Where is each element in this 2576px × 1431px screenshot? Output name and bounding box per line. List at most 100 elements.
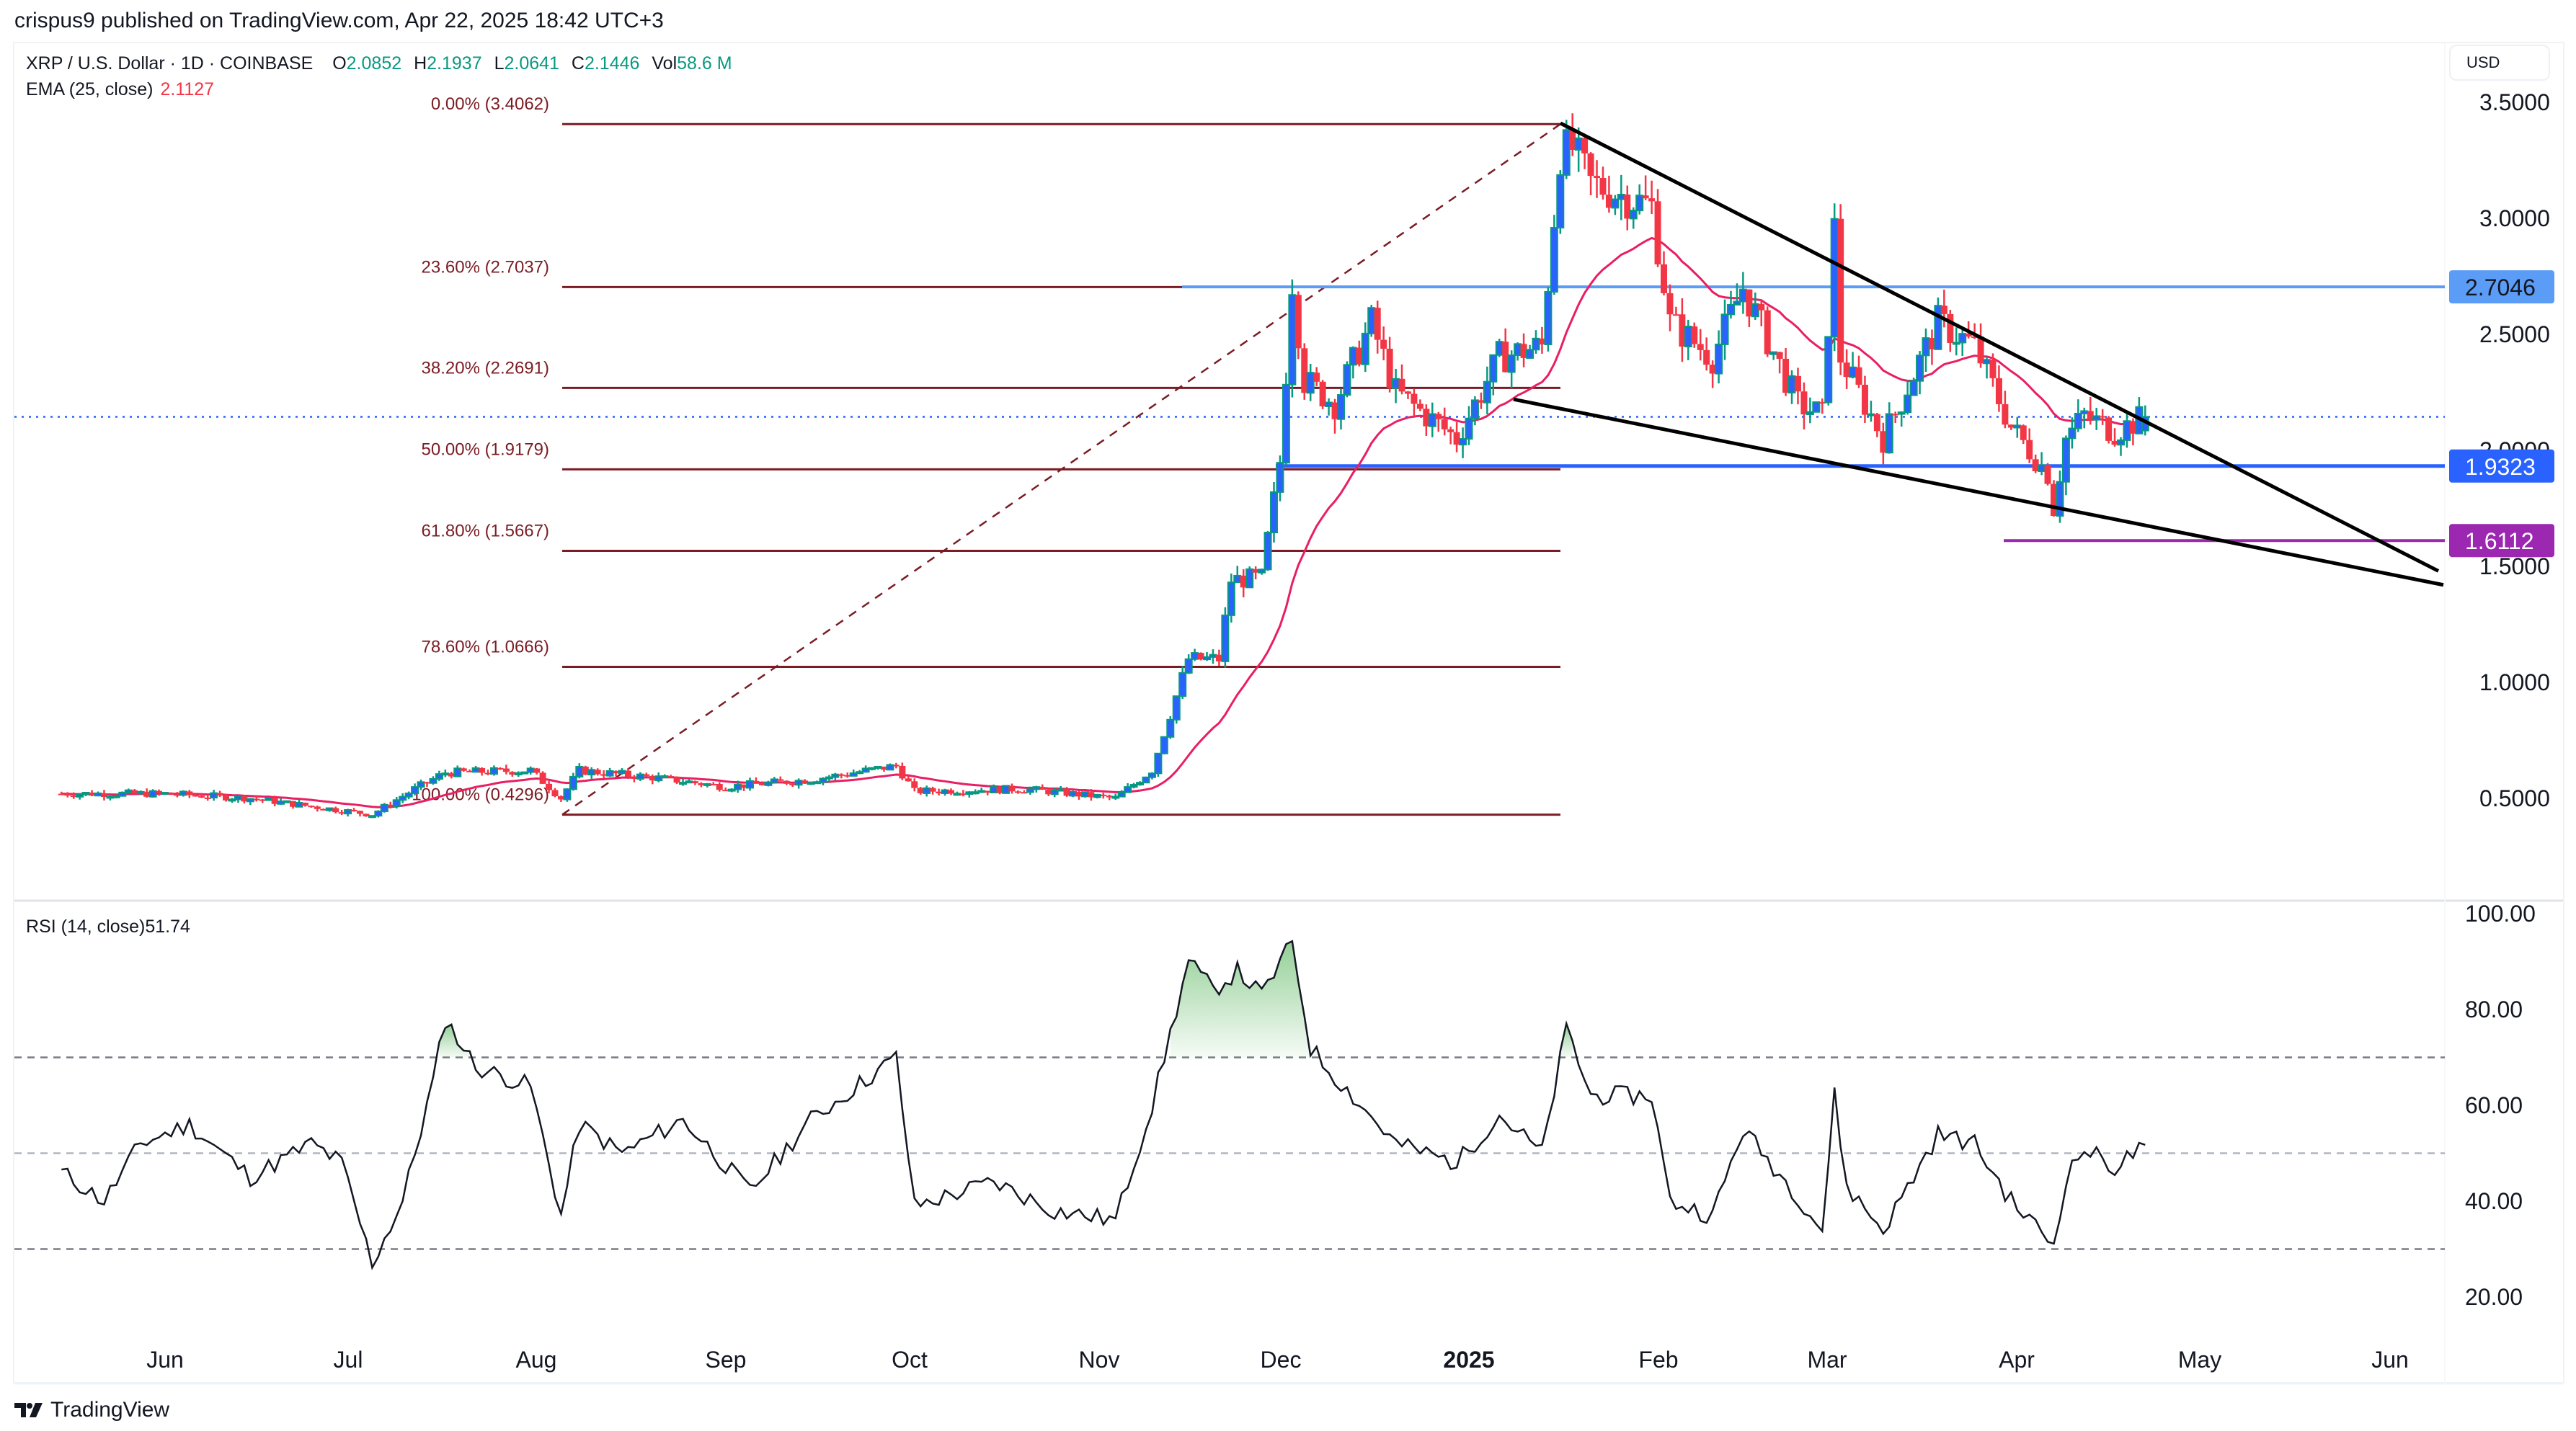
time-tick-label: Oct (892, 1347, 928, 1373)
rsi-tick-label: 20.00 (2465, 1284, 2523, 1310)
candle-body (1014, 791, 1021, 793)
candle-body (489, 767, 498, 775)
candle-body (1263, 532, 1272, 571)
candle-body (716, 784, 723, 790)
candle-body (899, 765, 906, 779)
candle-body (2123, 420, 2131, 441)
candle-body (1069, 791, 1078, 797)
close-value: 2.1446 (584, 53, 640, 73)
candle-body (941, 789, 949, 795)
candle-body (1605, 195, 1612, 208)
time-tick-label: Dec (1261, 1347, 1302, 1373)
candle-body (156, 790, 163, 793)
ema-legend-row[interactable]: EMA (25, close) 2.1127 (26, 76, 732, 102)
candle-body (1411, 393, 1418, 404)
candle-body (1611, 198, 1620, 209)
candle-body (1709, 365, 1716, 374)
candle-body (838, 774, 845, 776)
candle-body (722, 790, 729, 792)
candle-body (1800, 391, 1808, 415)
fib-level-label: 50.00% (1.9179) (422, 440, 549, 459)
candle-body (1057, 788, 1065, 792)
candle-body (131, 790, 138, 794)
fib-level-label: 61.80% (1.5667) (422, 522, 549, 541)
candle-body (1776, 352, 1783, 359)
tradingview-logo[interactable]: TradingView (14, 1398, 169, 1422)
candle-body (587, 769, 596, 776)
candle-body (1301, 348, 1308, 393)
candle-body (1336, 394, 1345, 420)
candle-body (2026, 440, 2033, 460)
candle-body (2068, 427, 2077, 440)
candle-body (234, 795, 242, 801)
ema-label: EMA (25, close) (26, 79, 154, 99)
time-tick-label: Aug (516, 1347, 557, 1373)
candle-body (265, 797, 273, 801)
candle-body (1892, 414, 1899, 416)
time-axis[interactable]: Jun Jul Aug Sep Oct Nov Dec 2025 Feb Mar Apr May Jun (146, 1347, 2409, 1373)
publisher-line: crispus9 published on TradingView.com, A… (14, 9, 664, 32)
candle-body (936, 791, 943, 794)
candle-body (600, 774, 608, 776)
candle-body (1313, 373, 1320, 382)
candle-body (649, 775, 656, 781)
candle-body (1738, 288, 1747, 303)
candle-body (1154, 752, 1163, 775)
fib-retracement[interactable]: 0.00% (3.4062) 23.60% (2.7037) 38.20% (2.2… (412, 94, 1561, 816)
candle-body (404, 793, 413, 798)
candle-body (2020, 425, 2027, 440)
candle-body (216, 793, 223, 795)
candle-body (1824, 336, 1833, 404)
candle-body (148, 790, 157, 798)
volume-label: Vol (652, 53, 678, 73)
candle-body (660, 775, 669, 779)
falling-wedge-trendlines[interactable] (1513, 121, 2444, 587)
candle-body (533, 768, 541, 773)
rsi-tick-label: 80.00 (2465, 997, 2523, 1022)
candle-body (691, 781, 698, 783)
candle-body (1147, 772, 1156, 778)
wedge-lower-trendline (1513, 397, 2444, 587)
currency-selector[interactable]: USD (2449, 45, 2550, 81)
rsi-tick-label: 60.00 (2465, 1092, 2523, 1118)
price-tick-label: 1.5000 (2479, 553, 2550, 579)
candle-body (1726, 303, 1735, 316)
candles (58, 113, 2149, 819)
candle-body (1977, 336, 1984, 364)
fib-level-label: 38.20% (2.2691) (422, 358, 549, 378)
candle-body (1367, 307, 1376, 334)
candle-body (1843, 362, 1850, 378)
candle-body (320, 808, 327, 811)
candle-body (392, 799, 401, 807)
candle-body (551, 790, 559, 797)
candle-body (290, 801, 297, 807)
candle-body (1995, 378, 2002, 404)
candle-body (1008, 785, 1016, 792)
candle-body (1483, 380, 1491, 404)
candle-body (174, 794, 181, 796)
candle-body (374, 811, 383, 817)
candle-body (929, 788, 936, 792)
rsi-legend[interactable]: RSI (14, close)51.74 (26, 917, 190, 937)
candle-body (673, 776, 680, 783)
candle-body (124, 789, 133, 793)
candle-body (1039, 787, 1046, 790)
candle-body (1720, 313, 1729, 345)
ema-line (61, 236, 2146, 808)
candle-body (143, 791, 151, 797)
candle-body (429, 777, 438, 784)
candle-body (453, 767, 462, 777)
candle-body (2032, 459, 2039, 471)
candle-body (1117, 791, 1126, 798)
candle-body (1861, 384, 1868, 415)
candle-body (1093, 793, 1101, 798)
candle-body (1386, 348, 1393, 388)
horizontal-levels[interactable] (14, 285, 2445, 543)
candle-body (1679, 314, 1686, 347)
candle-body (1940, 306, 1947, 314)
rsi-axis[interactable]: 100.00 80.00 60.00 40.00 20.00 (2465, 901, 2536, 1310)
candle-body (118, 791, 127, 797)
candle-body (2038, 464, 2046, 472)
symbol-name[interactable]: XRP / U.S. Dollar · 1D · COINBASE (26, 53, 314, 73)
